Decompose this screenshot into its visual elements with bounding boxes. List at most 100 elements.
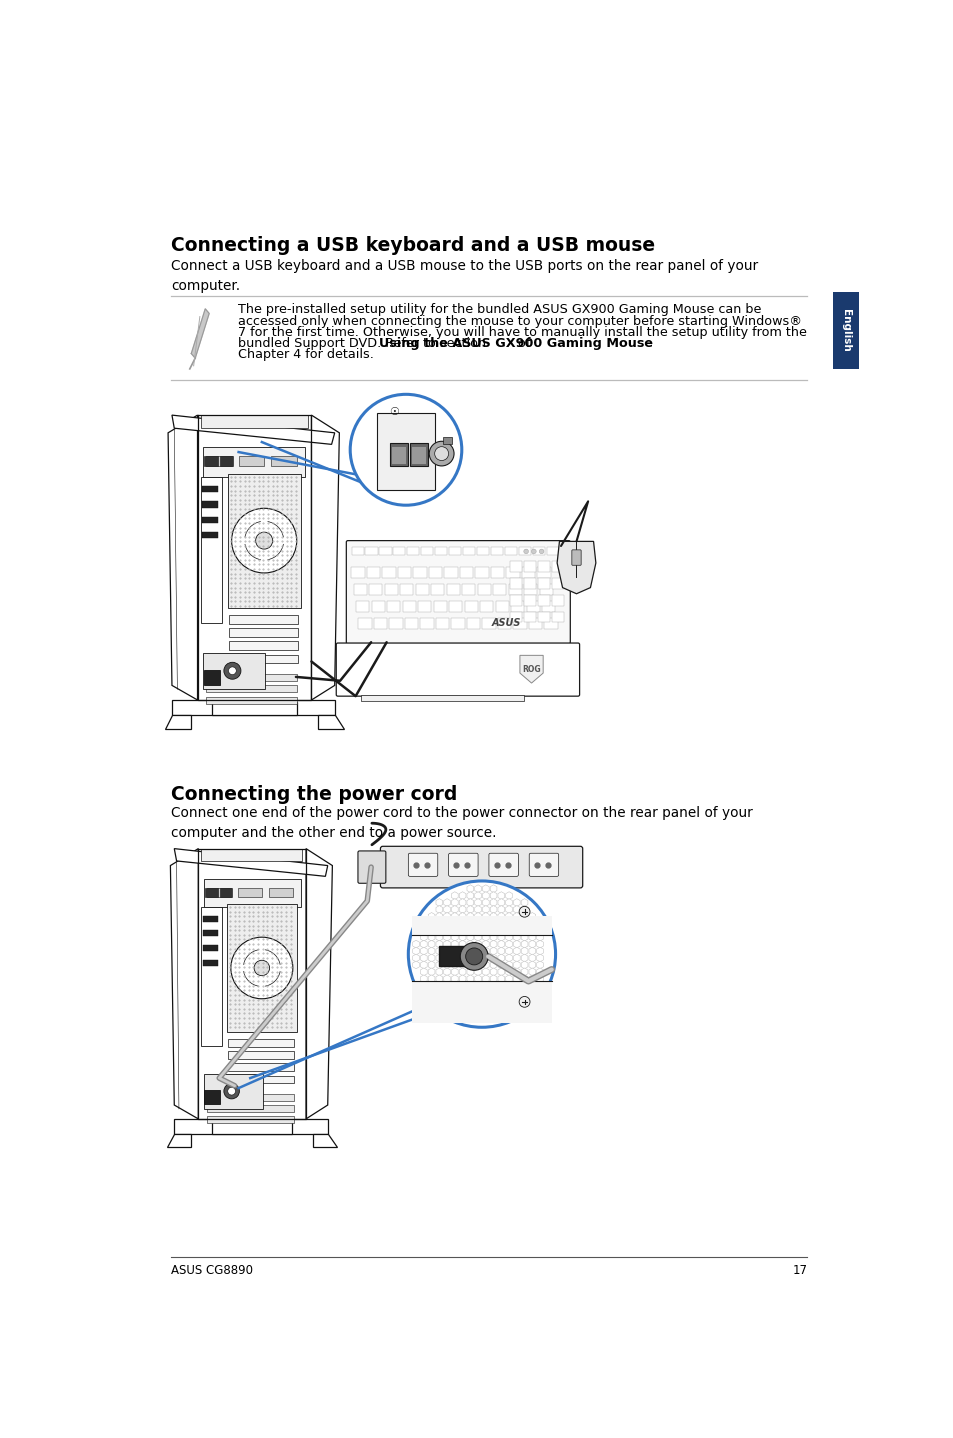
FancyBboxPatch shape xyxy=(346,541,570,644)
FancyBboxPatch shape xyxy=(207,1104,294,1112)
FancyBboxPatch shape xyxy=(365,546,377,555)
Text: ROG: ROG xyxy=(521,664,540,674)
Polygon shape xyxy=(311,416,339,700)
FancyBboxPatch shape xyxy=(238,456,264,466)
Circle shape xyxy=(518,906,530,917)
FancyBboxPatch shape xyxy=(524,578,535,588)
FancyBboxPatch shape xyxy=(537,567,550,578)
FancyBboxPatch shape xyxy=(438,946,467,966)
FancyBboxPatch shape xyxy=(539,584,553,595)
FancyBboxPatch shape xyxy=(493,584,506,595)
FancyBboxPatch shape xyxy=(526,601,539,611)
FancyBboxPatch shape xyxy=(380,847,582,887)
FancyBboxPatch shape xyxy=(497,618,511,628)
FancyBboxPatch shape xyxy=(358,618,371,628)
FancyBboxPatch shape xyxy=(436,618,449,628)
FancyBboxPatch shape xyxy=(206,697,297,703)
FancyBboxPatch shape xyxy=(466,618,479,628)
Text: Using the ASUS GX900 Gaming Mouse: Using the ASUS GX900 Gaming Mouse xyxy=(378,336,652,349)
Polygon shape xyxy=(174,848,328,876)
FancyBboxPatch shape xyxy=(524,613,535,623)
FancyBboxPatch shape xyxy=(523,584,537,595)
FancyBboxPatch shape xyxy=(371,601,384,611)
FancyBboxPatch shape xyxy=(508,584,521,595)
FancyBboxPatch shape xyxy=(351,567,364,578)
FancyBboxPatch shape xyxy=(200,416,307,429)
FancyBboxPatch shape xyxy=(408,853,437,876)
FancyBboxPatch shape xyxy=(506,567,519,578)
FancyBboxPatch shape xyxy=(357,851,385,883)
FancyBboxPatch shape xyxy=(462,546,475,555)
FancyBboxPatch shape xyxy=(510,613,521,623)
FancyBboxPatch shape xyxy=(412,447,426,463)
Circle shape xyxy=(231,938,293,999)
Circle shape xyxy=(465,948,482,965)
FancyBboxPatch shape xyxy=(443,437,452,443)
FancyBboxPatch shape xyxy=(367,567,379,578)
Circle shape xyxy=(429,441,454,466)
Polygon shape xyxy=(172,700,335,716)
FancyBboxPatch shape xyxy=(202,486,217,492)
FancyBboxPatch shape xyxy=(207,1116,294,1123)
Polygon shape xyxy=(167,1133,192,1146)
FancyBboxPatch shape xyxy=(413,567,426,578)
FancyBboxPatch shape xyxy=(546,546,558,555)
FancyBboxPatch shape xyxy=(518,546,531,555)
FancyBboxPatch shape xyxy=(482,618,495,628)
FancyBboxPatch shape xyxy=(537,595,549,605)
FancyBboxPatch shape xyxy=(389,618,402,628)
FancyBboxPatch shape xyxy=(202,516,217,523)
FancyBboxPatch shape xyxy=(491,546,502,555)
FancyBboxPatch shape xyxy=(390,443,408,466)
FancyBboxPatch shape xyxy=(229,641,298,650)
Circle shape xyxy=(255,532,273,549)
FancyBboxPatch shape xyxy=(533,546,544,555)
FancyBboxPatch shape xyxy=(510,578,521,588)
FancyBboxPatch shape xyxy=(451,618,464,628)
FancyBboxPatch shape xyxy=(220,887,233,897)
FancyBboxPatch shape xyxy=(511,601,523,611)
FancyBboxPatch shape xyxy=(202,532,217,538)
Circle shape xyxy=(224,663,241,679)
FancyBboxPatch shape xyxy=(446,584,459,595)
FancyBboxPatch shape xyxy=(417,601,431,611)
FancyBboxPatch shape xyxy=(571,549,580,565)
FancyBboxPatch shape xyxy=(404,618,417,628)
FancyBboxPatch shape xyxy=(204,456,217,466)
FancyBboxPatch shape xyxy=(369,584,382,595)
Circle shape xyxy=(531,549,536,554)
Circle shape xyxy=(253,961,270,975)
Circle shape xyxy=(518,997,530,1007)
FancyBboxPatch shape xyxy=(212,1122,292,1133)
FancyBboxPatch shape xyxy=(416,584,429,595)
FancyBboxPatch shape xyxy=(461,584,475,595)
FancyBboxPatch shape xyxy=(229,628,298,637)
FancyBboxPatch shape xyxy=(269,887,293,897)
FancyBboxPatch shape xyxy=(203,945,217,951)
FancyBboxPatch shape xyxy=(207,887,231,897)
FancyBboxPatch shape xyxy=(374,618,387,628)
FancyBboxPatch shape xyxy=(376,413,435,490)
Circle shape xyxy=(538,549,543,554)
Text: English: English xyxy=(840,309,850,352)
Circle shape xyxy=(229,667,236,674)
FancyBboxPatch shape xyxy=(407,546,419,555)
FancyBboxPatch shape xyxy=(521,567,535,578)
Text: ASUS CG8890: ASUS CG8890 xyxy=(171,1264,253,1277)
FancyBboxPatch shape xyxy=(552,613,563,623)
FancyBboxPatch shape xyxy=(203,916,217,922)
Text: Connect one end of the power cord to the power connector on the rear panel of yo: Connect one end of the power cord to the… xyxy=(171,807,752,840)
Circle shape xyxy=(350,394,461,505)
FancyBboxPatch shape xyxy=(495,601,508,611)
Circle shape xyxy=(459,942,488,971)
FancyBboxPatch shape xyxy=(449,546,460,555)
FancyBboxPatch shape xyxy=(433,601,446,611)
FancyBboxPatch shape xyxy=(537,613,549,623)
FancyBboxPatch shape xyxy=(431,584,444,595)
FancyBboxPatch shape xyxy=(200,477,222,623)
FancyBboxPatch shape xyxy=(537,561,549,572)
FancyBboxPatch shape xyxy=(212,702,296,716)
FancyBboxPatch shape xyxy=(504,546,517,555)
FancyBboxPatch shape xyxy=(207,1094,294,1102)
Polygon shape xyxy=(165,716,191,729)
